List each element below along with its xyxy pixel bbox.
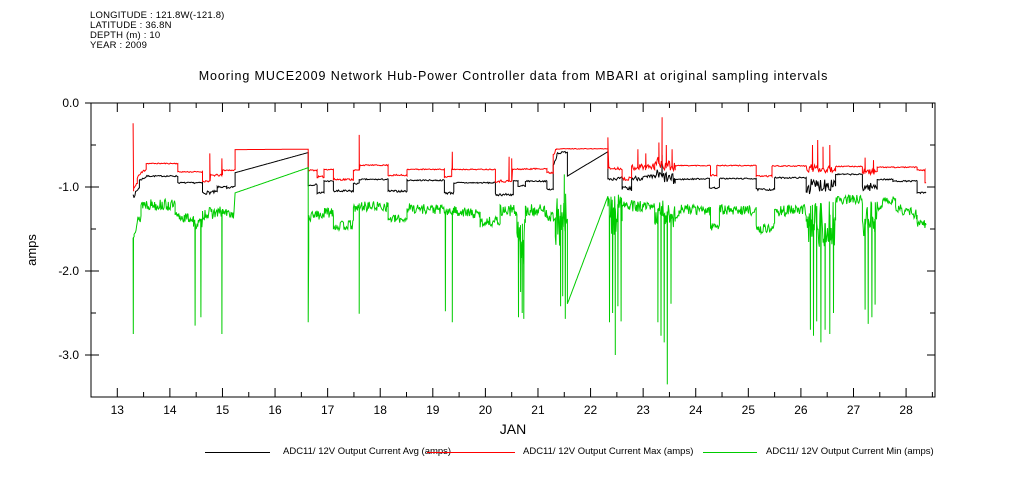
legend-line-min-swatch xyxy=(703,452,757,453)
x-tick-label: 19 xyxy=(426,403,440,417)
series-min-line xyxy=(132,167,927,385)
legend-label-max: ADC11/ 12V Output Current Max (amps) xyxy=(523,446,694,457)
legend-label-avg: ADC11/ 12V Output Current Avg (amps) xyxy=(283,446,452,457)
x-tick-label: 25 xyxy=(742,403,756,417)
x-tick-label: 23 xyxy=(636,403,650,417)
series-avg-line xyxy=(132,150,927,199)
metadata-line-depth: DEPTH (m) : 10 xyxy=(90,30,161,41)
x-tick-label: 20 xyxy=(479,403,493,417)
x-tick-label: 22 xyxy=(584,403,598,417)
x-tick-label: 18 xyxy=(374,403,388,417)
x-axis-label: JAN xyxy=(500,421,526,437)
chart-title: Mooring MUCE2009 Network Hub-Power Contr… xyxy=(198,69,829,83)
y-axis-label: amps xyxy=(24,234,39,266)
x-tick-label: 14 xyxy=(163,403,177,417)
series-max-line xyxy=(132,117,927,192)
x-tick-label: 16 xyxy=(268,403,282,417)
y-tick-label: -3.0 xyxy=(58,348,79,362)
legend-line-max-swatch xyxy=(427,452,515,453)
y-tick-label: -2.0 xyxy=(58,264,79,278)
plot-frame xyxy=(90,102,936,398)
y-tick-label: -1.0 xyxy=(58,180,79,194)
x-tick-label: 17 xyxy=(321,403,335,417)
legend-label-min: ADC11/ 12V Output Current Min (amps) xyxy=(766,446,934,457)
legend-line-avg-swatch xyxy=(205,452,270,453)
x-tick-label: 24 xyxy=(689,403,703,417)
x-tick-label: 26 xyxy=(794,403,808,417)
metadata-line-latitude: LATITUDE : 36.8N xyxy=(90,20,172,31)
x-tick-label: 15 xyxy=(216,403,230,417)
x-tick-label: 21 xyxy=(531,403,545,417)
metadata-line-year: YEAR : 2009 xyxy=(90,40,148,51)
x-tick-label: 27 xyxy=(847,403,861,417)
metadata-block: LONGITUDE : 121.8W(-121.8) LATITUDE : 36… xyxy=(90,11,225,51)
metadata-line-longitude: LONGITUDE : 121.8W(-121.8) xyxy=(90,10,225,21)
x-tick-label: 28 xyxy=(899,403,913,417)
y-tick-label: 0.0 xyxy=(62,96,79,110)
x-tick-label: 13 xyxy=(111,403,125,417)
